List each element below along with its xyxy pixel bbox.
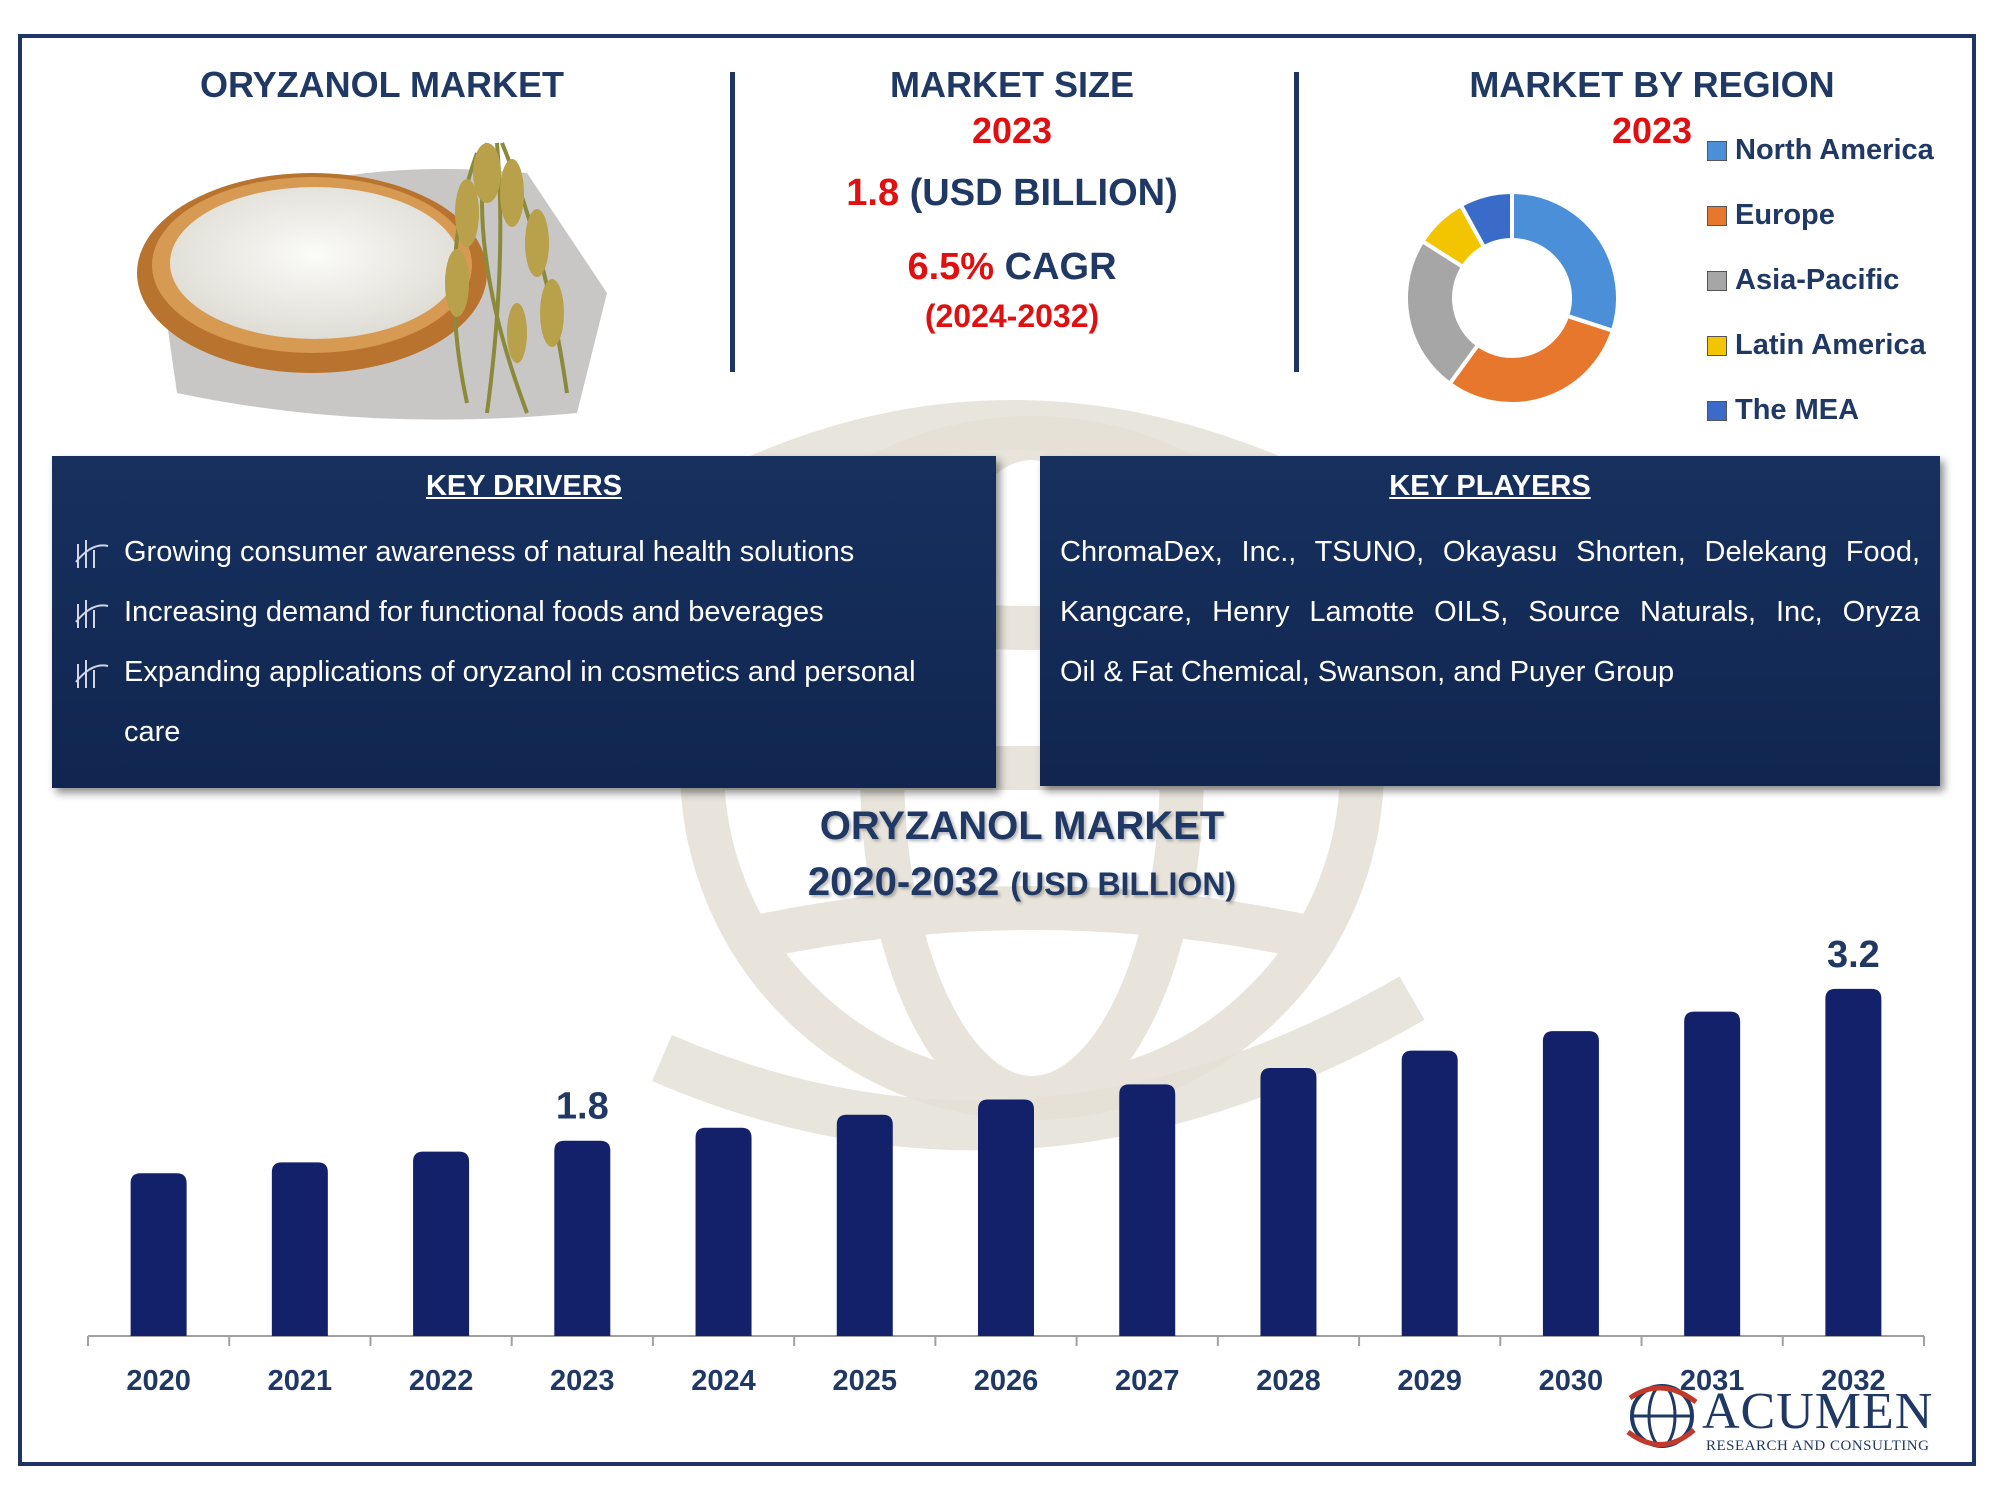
left-title: ORYZANOL MARKET — [200, 64, 564, 105]
x-tick-label-2032: 2032 — [1821, 1365, 1886, 1397]
cagr-line: 6.5% CAGR — [762, 246, 1262, 289]
donut-slice-europe — [1446, 313, 1616, 406]
legend-label-north-america: North America — [1735, 134, 1934, 166]
chart-subtitle-unit: (USD BILLION) — [1010, 866, 1237, 902]
divider-line-2 — [1294, 72, 1299, 372]
legend-label-asia-pacific: Asia-Pacific — [1735, 264, 1900, 296]
bar-2029 — [1401, 1050, 1458, 1336]
bar-2026 — [978, 1099, 1034, 1336]
key-players-panel: KEY PLAYERS ChromaDex, Inc., TSUNO, Okay… — [1040, 456, 1940, 786]
chart-title: ORYZANOL MARKET — [819, 804, 1225, 848]
bar-2023 — [554, 1140, 611, 1336]
x-tick-label-2023: 2023 — [550, 1365, 615, 1397]
driver-text-3-cont: care — [124, 716, 181, 748]
driver-item-3-cont: care — [124, 702, 180, 762]
driver-text-1: Growing consumer awareness of natural he… — [124, 536, 855, 568]
x-tick-label-2020: 2020 — [126, 1365, 191, 1397]
key-players-line-1: ChromaDex, Inc., TSUNO, Okayasu Shorten,… — [1060, 536, 1920, 568]
market-size-value: 1.8 (USD BILLION) — [762, 172, 1262, 215]
chart-subtitle: 2020-2032 (USD BILLION) — [672, 860, 1372, 905]
donut-slice-the-mea — [1458, 189, 1514, 250]
legend-swatch-asia-pacific — [1707, 270, 1727, 291]
market-size-year: 2023 — [971, 110, 1053, 151]
bar-2025 — [836, 1114, 893, 1336]
driver-item-1: Growing consumer awareness of natural he… — [74, 522, 854, 582]
driver-item-2: Increasing demand for functional foods a… — [74, 582, 824, 642]
bar-2020 — [130, 1173, 187, 1336]
legend-item-europe: Europe — [1707, 199, 1835, 232]
trend-arrow-icon — [75, 600, 109, 628]
key-drivers-panel: KEY DRIVERS Growing consumer awareness o… — [52, 456, 996, 788]
key-players-line-2: Kangcare, Henry Lamotte OILS, Source Nat… — [1060, 596, 1920, 628]
x-tick-label-2031: 2031 — [1680, 1365, 1745, 1397]
legend-item-north-america: North America — [1707, 134, 1934, 167]
x-tick-label-2030: 2030 — [1539, 1365, 1604, 1397]
bar-2027 — [1119, 1084, 1176, 1336]
acumen-logo-name: ACUMEN — [1702, 1383, 1934, 1440]
driver-text-3: Expanding applications of oryzanol in co… — [124, 656, 916, 688]
donut-slice-north-america — [1510, 189, 1620, 334]
market-size-unit: (USD BILLION) — [909, 172, 1178, 214]
x-tick-label-2028: 2028 — [1256, 1365, 1321, 1397]
trend-arrow-icon — [75, 540, 109, 568]
bar-2030 — [1542, 1031, 1599, 1336]
trend-arrow-icon — [75, 660, 109, 688]
region-year: 2023 — [1611, 110, 1693, 151]
x-tick-label-2026: 2026 — [974, 1365, 1039, 1397]
cagr-period: (2024-2032) — [924, 298, 1100, 334]
cagr-label: CAGR — [1004, 246, 1117, 288]
key-players-line-3: Oil & Fat Chemical, Swanson, and Puyer G… — [1060, 656, 1675, 688]
data-label-2023: 1.8 — [556, 1086, 609, 1128]
key-players-title: KEY PLAYERS — [1389, 470, 1591, 502]
bar-2024 — [695, 1127, 752, 1336]
driver-item-3: Expanding applications of oryzanol in co… — [74, 642, 916, 702]
divider-line-1 — [730, 72, 735, 372]
key-players-text: ChromaDex, Inc., TSUNO, Okayasu Shorten,… — [1060, 522, 1920, 702]
donut-slice-asia-pacific — [1404, 238, 1481, 387]
acumen-logo-tagline: RESEARCH AND CONSULTING — [1706, 1438, 1930, 1454]
region-donut-chart — [1404, 189, 1620, 406]
legend-swatch-europe — [1707, 205, 1727, 226]
x-tick-label-2025: 2025 — [833, 1365, 898, 1397]
x-tick-label-2022: 2022 — [409, 1365, 474, 1397]
x-tick-label-2021: 2021 — [268, 1365, 333, 1397]
legend-label-latin-america: Latin America — [1735, 329, 1926, 361]
legend-item-the-mea: The MEA — [1707, 394, 1859, 427]
market-size-number: 1.8 — [846, 172, 900, 214]
market-size-title: MARKET SIZE — [889, 64, 1134, 105]
data-label-2032: 3.2 — [1827, 934, 1880, 976]
x-tick-label-2024: 2024 — [691, 1365, 756, 1397]
cagr-value: 6.5% — [907, 246, 995, 288]
bar-2028 — [1260, 1068, 1317, 1336]
infographic-frame: ORYZANOL MARKET MARKET — [18, 34, 1976, 1466]
bar-2032 — [1825, 988, 1882, 1336]
x-tick-label-2027: 2027 — [1115, 1365, 1180, 1397]
bar-chart: 2020 2021 2022 2023 1.8 2024 2025 2026 2027 2028 2… — [87, 934, 1925, 1397]
bar-2021 — [271, 1162, 328, 1336]
chart-subtitle-years: 2020-2032 — [807, 860, 1000, 904]
legend-label-the-mea: The MEA — [1735, 394, 1860, 426]
driver-text-2: Increasing demand for functional foods a… — [124, 596, 824, 628]
x-tick-label-2029: 2029 — [1397, 1365, 1462, 1397]
rice-bowl-image — [137, 142, 607, 420]
bar-2022 — [413, 1151, 470, 1336]
acumen-globe-logo-icon — [1626, 1384, 1698, 1448]
legend-label-europe: Europe — [1735, 199, 1835, 231]
key-drivers-title: KEY DRIVERS — [425, 470, 623, 502]
bar-2031 — [1684, 1011, 1741, 1336]
legend-swatch-north-america — [1707, 140, 1727, 161]
legend-item-latin-america: Latin America — [1707, 329, 1926, 362]
region-title: MARKET BY REGION — [1469, 64, 1835, 105]
legend-swatch-latin-america — [1707, 335, 1727, 356]
legend-swatch-the-mea — [1707, 400, 1727, 421]
legend-item-asia-pacific: Asia-Pacific — [1707, 264, 1899, 297]
